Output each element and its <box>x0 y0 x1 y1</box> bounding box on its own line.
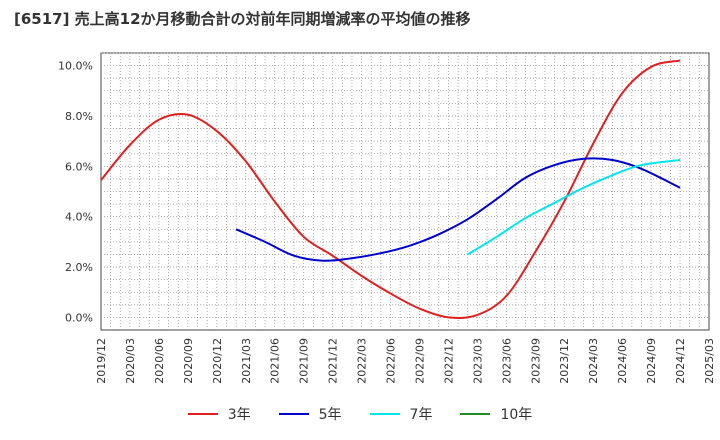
x-tick-label: 2020/06 <box>153 338 166 384</box>
y-tick-label: 4.0% <box>65 211 93 224</box>
x-tick-label: 2021/12 <box>327 338 340 384</box>
x-tick-label: 2022/12 <box>442 338 455 384</box>
x-tick-label: 2020/12 <box>211 338 224 384</box>
legend-item: 10年 <box>460 404 532 424</box>
chart-legend: 3年 5年 7年 10年 <box>0 404 720 424</box>
x-tick-label: 2024/03 <box>587 338 600 384</box>
x-tick-label: 2024/06 <box>616 338 629 384</box>
x-tick-label: 2024/12 <box>674 338 687 384</box>
chart-title: [6517] 売上高12か月移動合計の対前年同期増減率の平均値の推移 <box>14 10 471 28</box>
x-tick-label: 2023/12 <box>558 338 571 384</box>
y-tick-label: 6.0% <box>65 160 93 173</box>
x-tick-label: 2019/12 <box>95 338 108 384</box>
legend-item: 5年 <box>278 404 342 424</box>
x-tick-label: 2025/03 <box>703 338 716 384</box>
y-tick-label: 2.0% <box>65 261 93 274</box>
legend-swatch <box>278 413 309 415</box>
legend-label: 7年 <box>409 407 433 423</box>
legend-swatch <box>460 413 491 415</box>
legend-swatch <box>369 413 400 415</box>
x-tick-label: 2022/09 <box>413 338 426 384</box>
x-tick-label: 2023/09 <box>529 338 542 384</box>
series-line-2 <box>235 157 681 262</box>
x-tick-label: 2022/03 <box>356 338 369 384</box>
y-tick-label: 0.0% <box>65 311 93 324</box>
x-tick-label: 2020/09 <box>182 338 195 384</box>
legend-swatch <box>187 413 218 415</box>
x-tick-label: 2024/09 <box>645 338 658 384</box>
series-line-3 <box>467 159 681 256</box>
x-tick-label: 2021/03 <box>240 338 253 384</box>
y-tick-label: 8.0% <box>65 110 93 123</box>
legend-item: 3年 <box>187 404 251 424</box>
x-tick-label: 2022/06 <box>385 338 398 384</box>
x-tick-label: 2023/06 <box>500 338 513 384</box>
x-tick-label: 2023/03 <box>471 338 484 384</box>
legend-item: 7年 <box>369 404 433 424</box>
y-tick-label: 10.0% <box>58 60 93 73</box>
x-tick-label: 2020/03 <box>124 338 137 384</box>
legend-label: 3年 <box>227 407 251 423</box>
x-tick-label: 2021/09 <box>298 338 311 384</box>
legend-label: 10年 <box>500 407 533 423</box>
x-tick-label: 2021/06 <box>269 338 282 384</box>
legend-label: 5年 <box>318 407 342 423</box>
